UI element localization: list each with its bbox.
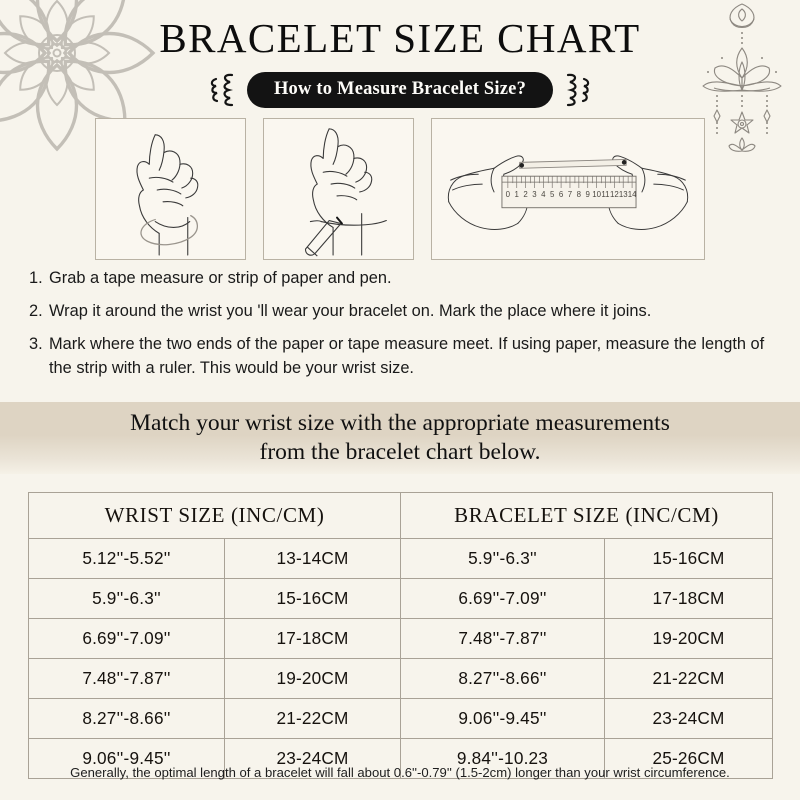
figure-hand-marking-with-pen <box>263 118 414 260</box>
ruler-tick-label: 0 <box>506 190 511 199</box>
ruler-tick-label: 2 <box>523 190 527 199</box>
table-row: 7.48''-7.87'' 19-20CM 8.27''-8.66'' 21-22CM <box>28 658 773 699</box>
ruler-tick-label: 4 <box>541 190 546 199</box>
table-row: 5.12''-5.52'' 13-14CM 5.9''-6.3'' 15-16CM <box>28 538 773 579</box>
ruler-tick-label: 5 <box>550 190 555 199</box>
cell-bracelet-inches: 7.48''-7.87'' <box>400 618 605 659</box>
illustration-row: 0 1 2 3 4 5 6 7 8 9 10 11 12 13 14 <box>0 118 800 260</box>
ruler-number-labels: 0 1 2 3 4 5 6 7 8 9 10 11 12 13 14 <box>506 190 637 199</box>
how-to-measure-badge: How to Measure Bracelet Size? <box>246 72 554 108</box>
step-text: Wrap it around the wrist you 'll wear yo… <box>49 302 652 321</box>
ruler-tick-label: 13 <box>619 190 628 199</box>
ruler-tick-label: 1 <box>515 190 519 199</box>
ruler-tick-label: 11 <box>601 190 609 199</box>
ruler-ticks <box>507 176 633 189</box>
ruler-tick-label: 12 <box>610 190 619 199</box>
bracelet-size-table: WRIST SIZE (INC/CM) BRACELET SIZE (INC/C… <box>28 492 773 779</box>
banner-line-1: Match your wrist size with the appropria… <box>130 410 670 437</box>
flourish-ornament-icon <box>566 73 590 107</box>
list-item: 3. Mark where the two ends of the paper … <box>29 332 777 380</box>
cell-bracelet-cm: 15-16CM <box>604 538 773 579</box>
cell-wrist-inches: 9.06''-9.45'' <box>28 738 225 779</box>
list-item: 1. Grab a tape measure or strip of paper… <box>29 266 777 290</box>
hand-with-tape-measure-icon <box>136 134 199 256</box>
table-header-row: WRIST SIZE (INC/CM) BRACELET SIZE (INC/C… <box>28 492 773 539</box>
table-row: 5.9''-6.3'' 15-16CM 6.69''-7.09'' 17-18CM <box>28 578 773 619</box>
hands-measuring-strip-with-ruler-icon: 0 1 2 3 4 5 6 7 8 9 10 11 12 13 14 <box>447 155 689 230</box>
step-number: 2. <box>29 302 43 321</box>
list-item: 2. Wrap it around the wrist you 'll wear… <box>29 299 777 323</box>
cell-bracelet-inches: 9.84''-10.23 <box>400 738 605 779</box>
cell-bracelet-cm: 19-20CM <box>604 618 773 659</box>
cell-wrist-cm: 17-18CM <box>224 618 401 659</box>
cell-wrist-inches: 8.27''-8.66'' <box>28 698 225 739</box>
cell-wrist-cm: 19-20CM <box>224 658 401 699</box>
page-title: BRACELET SIZE CHART <box>159 15 641 61</box>
step-text: Mark where the two ends of the paper or … <box>49 335 765 378</box>
ruler-tick-label: 14 <box>628 190 637 199</box>
column-header-wrist-size: WRIST SIZE (INC/CM) <box>28 492 401 539</box>
table-row: 6.69''-7.09'' 17-18CM 7.48''-7.87'' 19-20CM <box>28 618 773 659</box>
cell-wrist-inches: 7.48''-7.87'' <box>28 658 225 699</box>
cell-wrist-cm: 21-22CM <box>224 698 401 739</box>
cell-wrist-cm: 23-24CM <box>224 738 401 779</box>
cell-bracelet-cm: 25-26CM <box>604 738 773 779</box>
figure-hands-measuring-strip-with-ruler: 0 1 2 3 4 5 6 7 8 9 10 11 12 13 14 <box>431 118 705 260</box>
cell-wrist-inches: 5.9''-6.3'' <box>28 578 225 619</box>
cell-bracelet-cm: 21-22CM <box>604 658 773 699</box>
flourish-ornament-icon <box>210 73 234 107</box>
footnote-text: Generally, the optimal length of a brace… <box>70 765 730 780</box>
table-row: 9.06''-9.45'' 23-24CM 9.84''-10.23 25-26CM <box>28 738 773 779</box>
figure-hand-with-tape-measure <box>95 118 246 260</box>
ruler-tick-label: 9 <box>586 190 590 199</box>
step-number: 3. <box>29 335 43 354</box>
banner-line-2: from the bracelet chart below. <box>259 439 541 465</box>
cell-bracelet-cm: 23-24CM <box>604 698 773 739</box>
column-header-bracelet-size: BRACELET SIZE (INC/CM) <box>400 492 773 539</box>
step-number: 1. <box>29 269 43 287</box>
ruler-tick-label: 6 <box>559 190 564 199</box>
ruler-tick-label: 3 <box>532 190 537 199</box>
ruler-tick-label: 10 <box>592 190 601 199</box>
cell-bracelet-inches: 5.9''-6.3'' <box>400 538 605 579</box>
cell-bracelet-inches: 9.06''-9.45'' <box>400 698 605 739</box>
cell-wrist-cm: 13-14CM <box>224 538 401 579</box>
step-text: Grab a tape measure or strip of paper an… <box>49 269 392 287</box>
measure-steps-list: 1. Grab a tape measure or strip of paper… <box>29 266 777 389</box>
subtitle-badge-row: How to Measure Bracelet Size? <box>0 71 800 109</box>
cell-wrist-cm: 15-16CM <box>224 578 401 619</box>
cell-wrist-inches: 6.69''-7.09'' <box>28 618 225 659</box>
cell-bracelet-inches: 6.69''-7.09'' <box>400 578 605 619</box>
match-size-banner: Match your wrist size with the appropria… <box>0 402 800 474</box>
table-row: 8.27''-8.66'' 21-22CM 9.06''-9.45'' 23-24CM <box>28 698 773 739</box>
cell-bracelet-cm: 17-18CM <box>604 578 773 619</box>
cell-bracelet-inches: 8.27''-8.66'' <box>400 658 605 699</box>
cell-wrist-inches: 5.12''-5.52'' <box>28 538 225 579</box>
hand-marking-with-pen-icon <box>304 128 387 257</box>
table-body: 5.12''-5.52'' 13-14CM 5.9''-6.3'' 15-16CM 5.… <box>28 538 773 779</box>
ruler-tick-label: 7 <box>568 190 572 199</box>
ruler-tick-label: 8 <box>577 190 582 199</box>
